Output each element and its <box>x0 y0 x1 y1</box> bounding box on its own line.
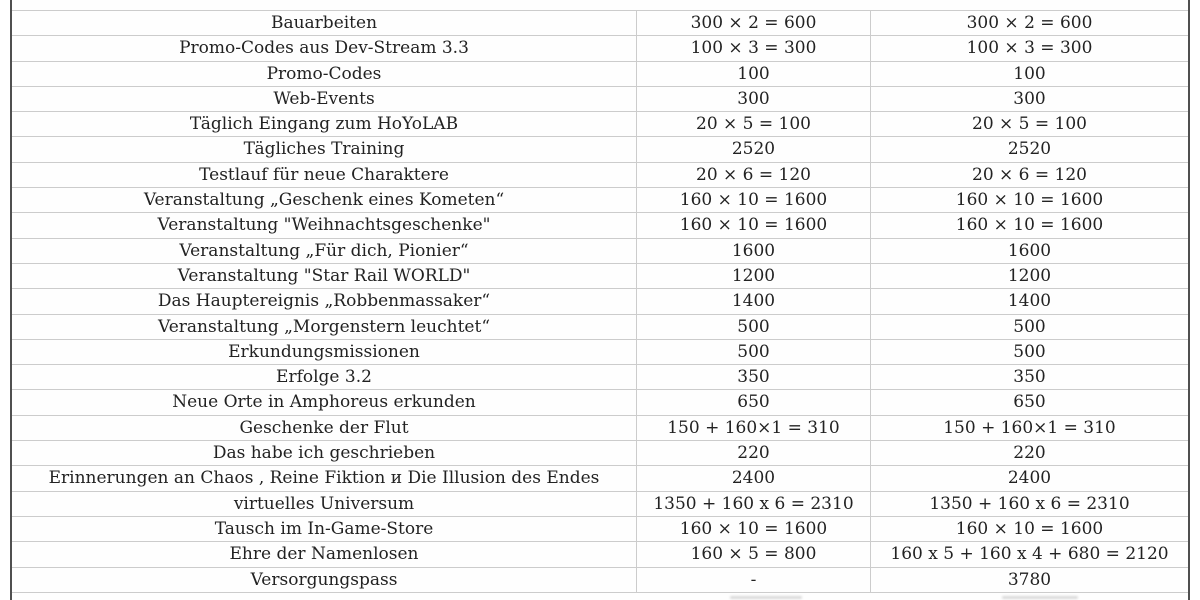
source-cell: virtuelles Universum <box>233 493 415 514</box>
source-cell: Versorgungspass <box>250 569 398 590</box>
table-row: Veranstaltung „Geschenk eines Kometen“ 1… <box>12 188 1188 214</box>
table-row: Web-Events 300 300 <box>12 86 1188 113</box>
table-row: Testlauf für neue Charaktere 20 × 6 = 12… <box>12 162 1188 189</box>
value-a-cell: 160 × 10 = 1600 <box>636 516 870 542</box>
value-a-cell: 1350 + 160 x 6 = 2310 <box>636 491 870 516</box>
value-a-cell: 150 + 160×1 = 310 <box>636 415 870 441</box>
source-cell: Promo-Codes <box>266 63 382 84</box>
table-row: Veranstaltung „Morgenstern leuchtet“ 500… <box>12 314 1188 340</box>
value-b-cell: 300 <box>870 86 1188 112</box>
table-body: Bauarbeiten 300 × 2 = 600 300 × 2 = 600 … <box>12 11 1188 593</box>
value-b-cell: 150 + 160×1 = 310 <box>870 415 1188 441</box>
income-table: Bauarbeiten 300 × 2 = 600 300 × 2 = 600 … <box>10 0 1190 600</box>
source-cell: Veranstaltung „Geschenk eines Kometen“ <box>143 190 505 211</box>
table-row: Veranstaltung „Für dich, Pionier“ 1600 1… <box>12 238 1188 264</box>
value-b-cell: 160 × 10 = 1600 <box>870 188 1188 213</box>
source-cell: Promo-Codes aus Dev-Stream 3.3 <box>179 38 469 59</box>
value-a-cell: 20 × 6 = 120 <box>636 162 870 188</box>
value-b-cell: 300 × 2 = 600 <box>870 11 1188 36</box>
value-a-cell: 500 <box>636 339 870 365</box>
table-row: Promo-Codes 100 100 <box>12 61 1188 87</box>
source-cell: Veranstaltung „Morgenstern leuchtet“ <box>157 316 491 337</box>
source-cell: Veranstaltung „Für dich, Pionier“ <box>179 240 469 261</box>
source-cell: Das Hauptereignis „Robbenmassaker“ <box>157 291 491 312</box>
table-row: Das Hauptereignis „Robbenmassaker“ 1400 … <box>12 289 1188 315</box>
value-b-cell: 350 <box>870 365 1188 390</box>
value-b-cell: 1400 <box>870 289 1188 314</box>
source-cell: Erfolge 3.2 <box>276 367 372 388</box>
source-cell: Tausch im In-Game-Store <box>214 518 434 539</box>
table-row: virtuelles Universum 1350 + 160 x 6 = 23… <box>12 491 1188 517</box>
table-row: Täglich Eingang zum HoYoLAB 20 × 5 = 100… <box>12 112 1188 138</box>
source-cell: Tägliches Training <box>243 139 405 160</box>
source-cell: Geschenke der Flut <box>239 417 409 438</box>
value-b-cell: 3780 <box>870 567 1188 592</box>
value-a-cell: 100 × 3 = 300 <box>636 36 870 61</box>
table-row: Erinnerungen an Chaos , Reine Fiktion и … <box>12 466 1188 492</box>
value-b-cell: 2520 <box>870 137 1188 162</box>
table-row: Promo-Codes aus Dev-Stream 3.3 100 × 3 =… <box>12 36 1188 62</box>
value-b-cell: 20 × 5 = 100 <box>870 112 1188 137</box>
clipped-text-artifact <box>730 595 802 599</box>
value-a-cell: 1600 <box>636 238 870 263</box>
value-a-cell: 160 × 5 = 800 <box>636 542 870 567</box>
value-a-cell: 350 <box>636 365 870 390</box>
clipped-text-artifact <box>1002 595 1078 599</box>
value-a-cell: 20 × 5 = 100 <box>636 112 870 137</box>
table-row: Erkundungsmissionen 500 500 <box>12 339 1188 366</box>
table-row-clipped-bottom <box>12 593 1188 600</box>
table-row: Geschenke der Flut 150 + 160×1 = 310 150… <box>12 415 1188 442</box>
source-cell: Ehre der Namenlosen <box>229 544 419 565</box>
source-cell: Täglich Eingang zum HoYoLAB <box>189 114 459 135</box>
value-b-cell: 500 <box>870 339 1188 365</box>
source-cell: Testlauf für neue Charaktere <box>199 164 449 185</box>
value-b-cell: 220 <box>870 441 1188 466</box>
value-a-cell: 220 <box>636 441 870 466</box>
value-b-cell: 650 <box>870 390 1188 415</box>
value-b-cell: 500 <box>870 314 1188 339</box>
value-a-cell: 300 × 2 = 600 <box>636 11 870 36</box>
value-a-cell: 300 <box>636 86 870 112</box>
value-a-cell: 2400 <box>636 466 870 491</box>
value-a-cell: 2520 <box>636 137 870 162</box>
value-b-cell: 160 × 10 = 1600 <box>870 516 1188 542</box>
value-a-cell: 500 <box>636 314 870 339</box>
value-b-cell: 1200 <box>870 263 1188 289</box>
value-b-cell: 1600 <box>870 238 1188 263</box>
value-a-cell: 650 <box>636 390 870 415</box>
value-b-cell: 100 × 3 = 300 <box>870 36 1188 61</box>
source-cell: Veranstaltung "Weihnachtsgeschenke" <box>157 215 491 236</box>
source-cell: Neue Orte in Amphoreus erkunden <box>172 392 476 413</box>
table-row: Bauarbeiten 300 × 2 = 600 300 × 2 = 600 <box>12 11 1188 37</box>
source-cell: Erinnerungen an Chaos , Reine Fiktion и … <box>48 468 600 489</box>
source-cell: Veranstaltung "Star Rail WORLD" <box>177 265 471 286</box>
source-cell: Das habe ich geschrieben <box>212 443 436 464</box>
table-row: Veranstaltung "Weihnachtsgeschenke" 160 … <box>12 213 1188 239</box>
value-b-cell: 160 × 10 = 1600 <box>870 213 1188 238</box>
value-b-cell: 2400 <box>870 466 1188 491</box>
value-a-cell: - <box>636 567 870 592</box>
table-row: Erfolge 3.2 350 350 <box>12 365 1188 391</box>
table-row-clipped-top <box>12 0 1188 11</box>
table-row: Das habe ich geschrieben 220 220 <box>12 441 1188 467</box>
source-cell: Erkundungsmissionen <box>228 341 420 362</box>
table-row: Tägliches Training 2520 2520 <box>12 137 1188 163</box>
table-row: Veranstaltung "Star Rail WORLD" 1200 120… <box>12 263 1188 290</box>
value-b-cell: 160 x 5 + 160 x 4 + 680 = 2120 <box>870 542 1188 567</box>
value-a-cell: 1200 <box>636 263 870 289</box>
value-a-cell: 1400 <box>636 289 870 314</box>
value-b-cell: 1350 + 160 x 6 = 2310 <box>870 491 1188 516</box>
value-b-cell: 20 × 6 = 120 <box>870 162 1188 188</box>
value-a-cell: 100 <box>636 61 870 86</box>
table-row: Ehre der Namenlosen 160 × 5 = 800 160 x … <box>12 542 1188 568</box>
source-cell: Web-Events <box>273 88 375 109</box>
source-cell: Bauarbeiten <box>270 13 378 33</box>
table-row: Versorgungspass - 3780 <box>12 567 1188 593</box>
value-b-cell: 100 <box>870 61 1188 86</box>
value-a-cell: 160 × 10 = 1600 <box>636 188 870 213</box>
table-row: Neue Orte in Amphoreus erkunden 650 650 <box>12 390 1188 416</box>
table-row: Tausch im In-Game-Store 160 × 10 = 1600 … <box>12 516 1188 543</box>
value-a-cell: 160 × 10 = 1600 <box>636 213 870 238</box>
